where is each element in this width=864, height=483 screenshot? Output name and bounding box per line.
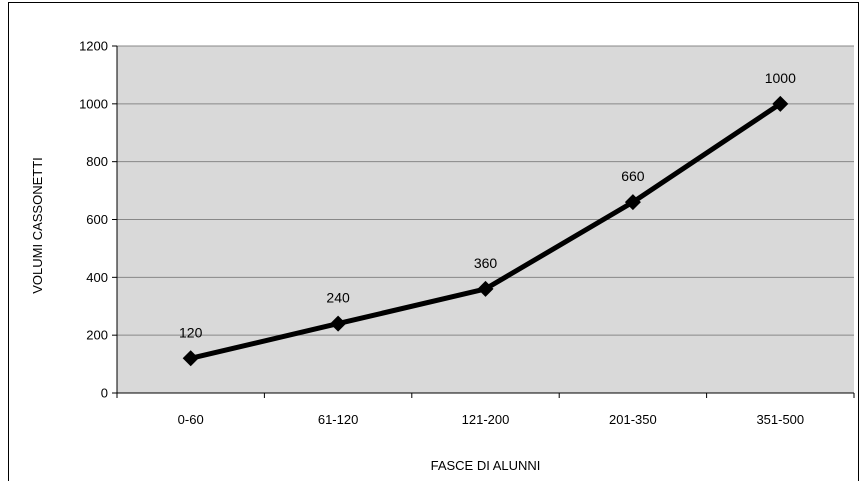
data-point-marker	[772, 95, 789, 112]
data-label: 360	[474, 255, 498, 271]
y-tick-label: 600	[86, 212, 108, 227]
gridlines	[117, 45, 854, 336]
x-tick-label: 61-120	[318, 412, 358, 427]
data-labels: 120 240 360 660 1000	[179, 70, 796, 340]
y-tick-label: 800	[86, 154, 108, 169]
data-label: 240	[326, 290, 350, 306]
x-tick-label: 0-60	[178, 412, 204, 427]
y-tick-label: 400	[86, 270, 108, 285]
data-point-marker	[182, 350, 199, 367]
data-point-marker	[477, 280, 494, 297]
x-axis-title: FASCE DI ALUNNI	[431, 458, 541, 473]
data-label: 1000	[765, 70, 796, 86]
y-tick-label: 0	[101, 386, 108, 401]
series-group	[182, 95, 789, 367]
data-point-marker	[624, 194, 641, 211]
y-tick-label: 1000	[79, 96, 108, 111]
data-point-marker	[330, 315, 347, 332]
x-tick-label: 201-350	[609, 412, 657, 427]
y-axis-ticks: 0 200 400 600 800 1000 1200	[79, 39, 117, 401]
x-tick-label: 121-200	[462, 412, 510, 427]
x-axis-ticks: 0-60 61-120 121-200 201-350 351-500	[116, 393, 855, 427]
data-label: 120	[179, 324, 203, 340]
x-tick-label: 351-500	[756, 412, 804, 427]
y-tick-label: 1200	[79, 39, 108, 54]
y-axis-title: VOLUMI CASSONETTI	[30, 157, 45, 294]
data-label: 660	[621, 168, 645, 184]
y-tick-label: 200	[86, 328, 108, 343]
